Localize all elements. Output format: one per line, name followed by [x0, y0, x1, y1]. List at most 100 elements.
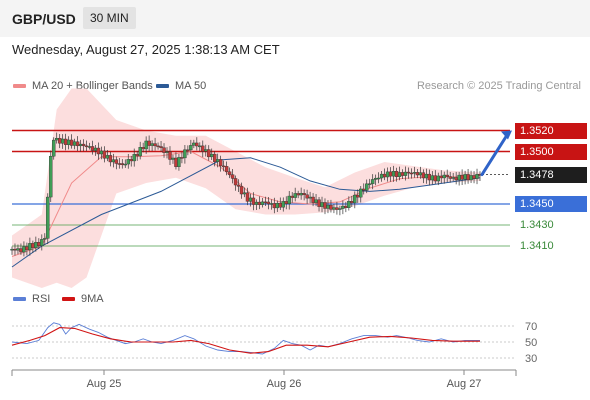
candle-body	[168, 151, 172, 160]
candle-body	[144, 140, 148, 150]
timeframe-badge[interactable]: 30 MIN	[83, 7, 136, 29]
candle-body	[49, 155, 53, 198]
candle-body	[466, 174, 470, 181]
candle-body	[388, 171, 393, 177]
candle-body	[269, 203, 274, 205]
candle-body	[278, 202, 282, 208]
candle-body	[275, 202, 279, 209]
ma50-swatch	[156, 84, 169, 88]
legend-9ma-label: 9MA	[81, 293, 104, 305]
candle-body	[213, 153, 217, 162]
candle-body	[177, 157, 181, 167]
candle-body	[171, 157, 175, 160]
candle-body	[266, 201, 271, 205]
bollinger-band	[12, 88, 480, 288]
candle-body	[281, 201, 285, 208]
candle-body	[382, 173, 387, 178]
projection-arrowhead	[501, 130, 512, 140]
candle-body	[159, 146, 163, 148]
candle-body	[165, 151, 169, 153]
candle-body	[141, 147, 145, 150]
candle-body	[311, 196, 315, 203]
candle-body	[40, 239, 44, 247]
candle-body	[472, 175, 476, 179]
candle-body	[81, 143, 86, 147]
legend-9ma: 9MA	[62, 293, 104, 305]
price-label-1.3430: 1.3430	[520, 219, 554, 231]
candle-body	[463, 174, 467, 180]
candle-body	[400, 172, 405, 176]
rsi-tick-70: 70	[525, 321, 537, 333]
x-tick-label-Aug-25: Aug 25	[87, 378, 122, 390]
candle-body	[57, 137, 62, 144]
candle-body	[138, 147, 142, 157]
candle-body	[350, 201, 354, 204]
candle-body	[299, 193, 303, 196]
candle-body	[272, 203, 277, 209]
candle-body	[84, 145, 89, 148]
candle-body	[28, 243, 32, 251]
candle-body	[72, 141, 77, 146]
candle-body	[394, 171, 399, 177]
candle-body	[195, 142, 199, 147]
candle-body	[111, 159, 116, 163]
candle-body	[69, 139, 74, 146]
candle-body	[329, 204, 333, 210]
candle-body	[43, 238, 47, 240]
candle-body	[150, 143, 154, 146]
candle-body	[201, 145, 205, 152]
candle-body	[183, 149, 187, 159]
candle-body	[293, 193, 297, 198]
ma20-swatch	[13, 84, 26, 88]
legend-ma20: MA 20 + Bollinger Bands	[13, 80, 153, 92]
candle-body	[156, 145, 160, 148]
candle-body	[418, 172, 423, 176]
candle-body	[233, 178, 238, 186]
candle-body	[373, 177, 378, 180]
candle-body	[296, 193, 300, 196]
candle-body	[427, 173, 432, 181]
candle-body	[99, 150, 104, 155]
candle-body	[31, 243, 35, 249]
candle-body	[424, 173, 429, 179]
candle-body	[344, 205, 348, 208]
candle-body	[63, 138, 68, 145]
candle-body	[412, 172, 417, 174]
candle-body	[448, 176, 452, 179]
candle-body	[25, 246, 29, 251]
legend-ma50: MA 50	[156, 80, 206, 92]
candle-body	[210, 153, 214, 158]
legend-ma50-label: MA 50	[175, 80, 207, 92]
candle-body	[117, 163, 122, 165]
candle-body	[55, 137, 59, 141]
pair-title: GBP/USD	[12, 11, 76, 27]
candle-body	[469, 175, 473, 181]
projection-arrow	[480, 132, 510, 177]
ma9-swatch	[62, 297, 75, 301]
candle-body	[224, 166, 229, 172]
ma50-line	[11, 157, 481, 268]
candle-body	[403, 171, 408, 176]
candle-body	[368, 183, 372, 185]
candle-body	[215, 159, 220, 162]
candle-body	[245, 192, 250, 202]
candle-body	[353, 194, 357, 204]
price-label-1.3478: 1.3478	[515, 166, 587, 183]
candle-body	[242, 192, 247, 195]
legend-rsi: RSI	[13, 293, 50, 305]
legend-ma20-label: MA 20 + Bollinger Bands	[32, 80, 153, 92]
candle-body	[153, 143, 157, 147]
candle-body	[341, 205, 345, 209]
candle-body	[302, 193, 306, 195]
candle-body	[335, 207, 339, 210]
candle-body	[365, 183, 369, 191]
credit-text: Research © 2025 Trading Central	[416, 80, 581, 92]
candle-body	[436, 175, 440, 182]
candle-body	[236, 184, 241, 187]
candle-body	[230, 174, 235, 179]
candle-body	[415, 172, 420, 176]
candle-body	[260, 201, 265, 205]
candle-body	[13, 248, 17, 251]
price-label-1.3500: 1.3500	[515, 143, 587, 160]
